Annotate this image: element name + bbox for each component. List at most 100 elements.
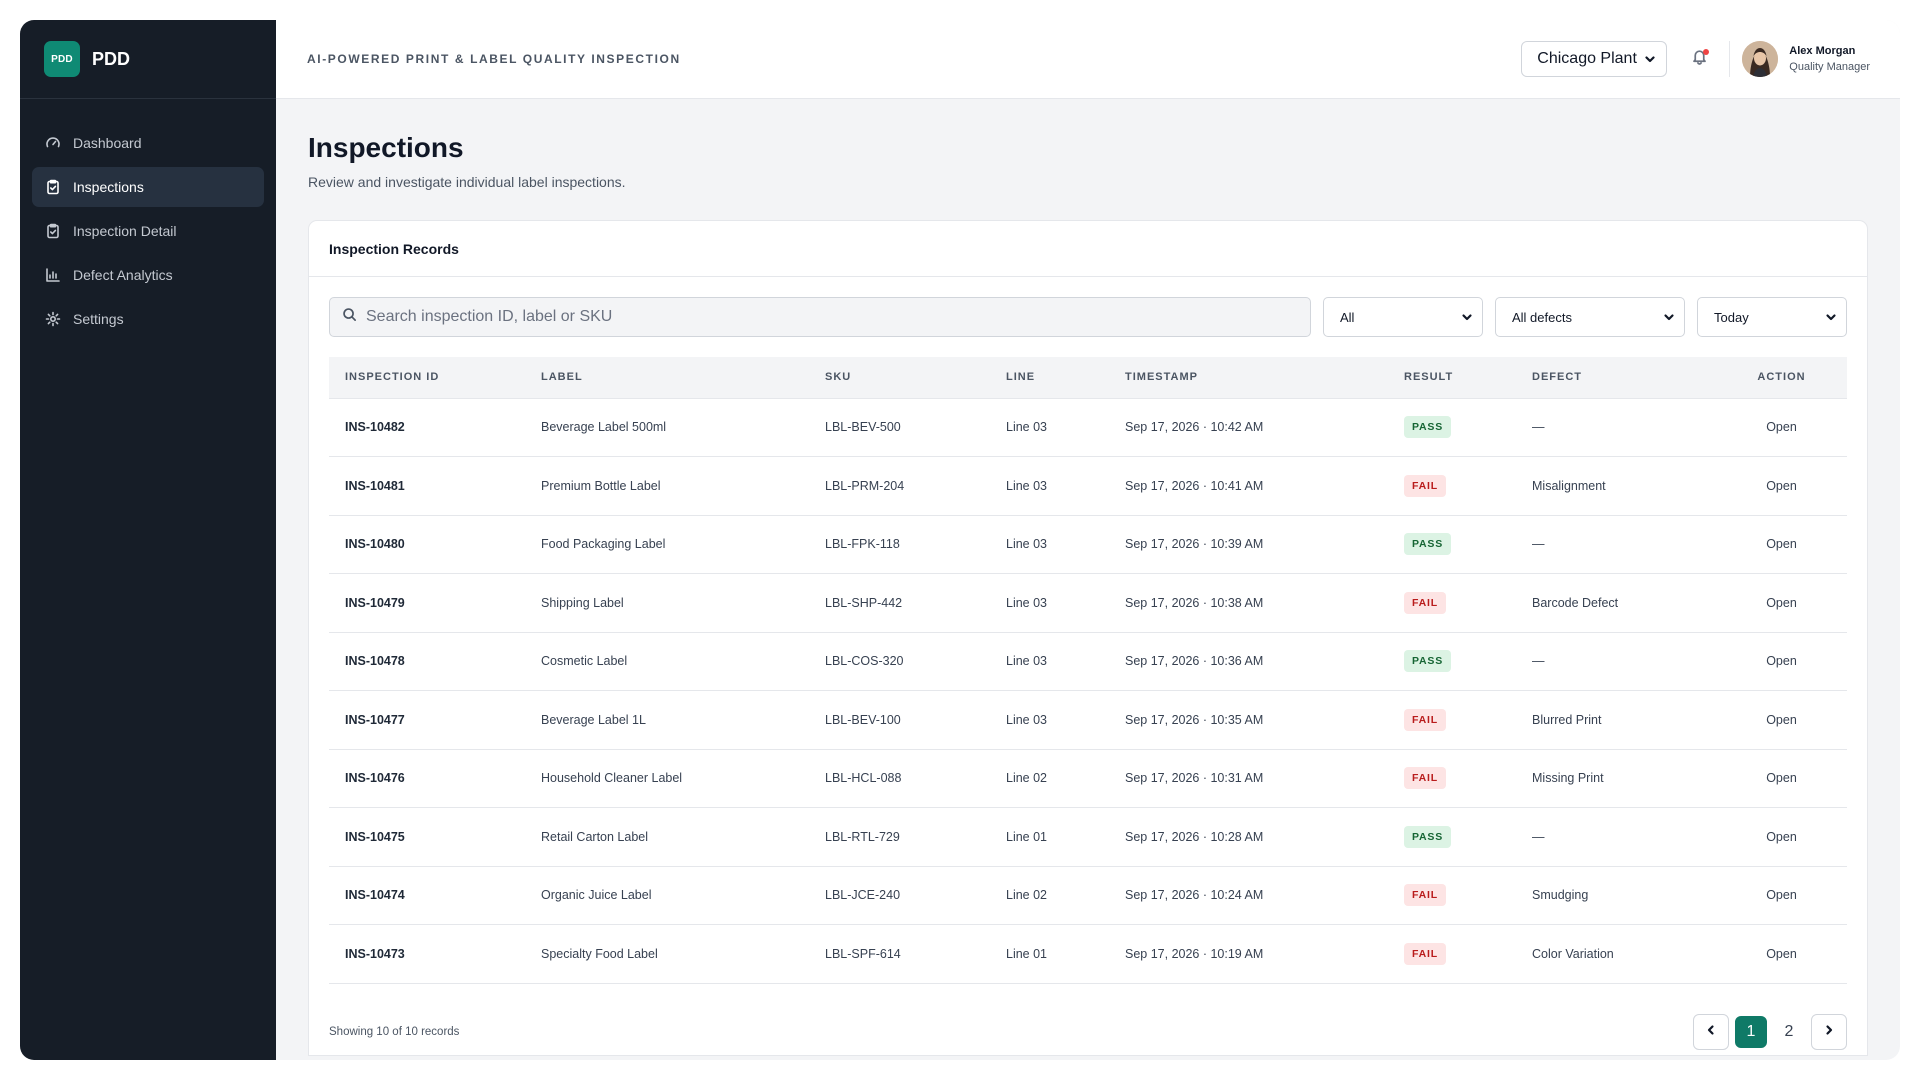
column-header[interactable]: LINE bbox=[990, 357, 1109, 399]
filters-bar: All All defects Today bbox=[309, 277, 1867, 337]
result-filter-select[interactable]: All bbox=[1323, 297, 1483, 337]
bell-icon bbox=[1691, 48, 1708, 70]
defect: — bbox=[1516, 632, 1700, 691]
timestamp: Sep 17, 2026 · 10:36 AM bbox=[1109, 632, 1388, 691]
user-role: Quality Manager bbox=[1789, 61, 1870, 73]
user-info[interactable]: Alex Morgan Quality Manager bbox=[1789, 43, 1870, 75]
column-header: ACTION bbox=[1700, 357, 1847, 399]
label-name: Premium Bottle Label bbox=[525, 456, 809, 516]
open-button[interactable]: Open bbox=[1766, 771, 1797, 786]
open-button[interactable]: Open bbox=[1766, 654, 1797, 669]
brand-logo: PDD bbox=[44, 41, 80, 77]
chevron-down-icon bbox=[1644, 53, 1656, 65]
defect-filter-select[interactable]: All defects bbox=[1495, 297, 1685, 337]
search-box[interactable] bbox=[329, 297, 1311, 337]
table-row[interactable]: INS-10474 Organic Juice Label LBL-JCE-24… bbox=[329, 866, 1847, 925]
label-name: Beverage Label 1L bbox=[525, 690, 809, 750]
sidebar-item-dashboard[interactable]: Dashboard bbox=[32, 123, 264, 163]
open-button[interactable]: Open bbox=[1766, 595, 1797, 610]
page-1-button[interactable]: 1 bbox=[1735, 1015, 1767, 1048]
gear-icon bbox=[44, 310, 62, 328]
inspection-id: INS-10482 bbox=[329, 398, 525, 457]
table-row[interactable]: INS-10473 Specialty Food Label LBL-SPF-6… bbox=[329, 924, 1847, 984]
next-page-button[interactable] bbox=[1811, 1013, 1847, 1050]
table-row[interactable]: INS-10481 Premium Bottle Label LBL-PRM-2… bbox=[329, 456, 1847, 516]
defect-filter-value: All defects bbox=[1512, 309, 1572, 325]
column-header[interactable]: LABEL bbox=[525, 357, 809, 399]
open-button[interactable]: Open bbox=[1766, 712, 1797, 727]
label-name: Cosmetic Label bbox=[525, 632, 809, 691]
defect: — bbox=[1516, 807, 1700, 867]
chevron-down-icon bbox=[1461, 311, 1473, 323]
result-filter-value: All bbox=[1340, 309, 1355, 325]
sku: LBL-COS-320 bbox=[809, 632, 990, 691]
result-cell: PASS bbox=[1388, 398, 1516, 457]
open-button[interactable]: Open bbox=[1766, 829, 1797, 844]
status-badge: FAIL bbox=[1404, 884, 1446, 907]
open-button[interactable]: Open bbox=[1766, 420, 1797, 435]
column-header[interactable]: DEFECT bbox=[1516, 357, 1700, 399]
clipboard-check-icon bbox=[44, 178, 62, 196]
status-badge: FAIL bbox=[1404, 591, 1446, 614]
timestamp: Sep 17, 2026 · 10:35 AM bbox=[1109, 690, 1388, 750]
defect: Blurred Print bbox=[1516, 690, 1700, 750]
sidebar-item-label: Dashboard bbox=[73, 135, 142, 151]
label-name: Organic Juice Label bbox=[525, 866, 809, 925]
search-icon bbox=[342, 307, 357, 327]
prev-page-button[interactable] bbox=[1693, 1013, 1729, 1050]
line: Line 03 bbox=[990, 456, 1109, 516]
action-cell: Open bbox=[1700, 807, 1847, 867]
inspection-id: INS-10475 bbox=[329, 807, 525, 867]
timestamp: Sep 17, 2026 · 10:41 AM bbox=[1109, 456, 1388, 516]
open-button[interactable]: Open bbox=[1766, 478, 1797, 493]
plant-select[interactable]: Chicago Plant bbox=[1521, 41, 1668, 77]
open-button[interactable]: Open bbox=[1766, 946, 1797, 961]
action-cell: Open bbox=[1700, 398, 1847, 457]
result-cell: PASS bbox=[1388, 515, 1516, 574]
open-button[interactable]: Open bbox=[1766, 888, 1797, 903]
open-button[interactable]: Open bbox=[1766, 537, 1797, 552]
table-row[interactable]: INS-10478 Cosmetic Label LBL-COS-320 Lin… bbox=[329, 632, 1847, 691]
date-filter-select[interactable]: Today bbox=[1697, 297, 1847, 337]
table-row[interactable]: INS-10482 Beverage Label 500ml LBL-BEV-5… bbox=[329, 398, 1847, 457]
timestamp: Sep 17, 2026 · 10:42 AM bbox=[1109, 398, 1388, 457]
sidebar-item-settings[interactable]: Settings bbox=[32, 299, 264, 339]
sidebar-item-inspection-detail[interactable]: Inspection Detail bbox=[32, 211, 264, 251]
records-count: Showing 10 of 10 records bbox=[329, 1025, 460, 1038]
result-cell: FAIL bbox=[1388, 866, 1516, 925]
sku: LBL-SHP-442 bbox=[809, 573, 990, 633]
inspection-id: INS-10477 bbox=[329, 690, 525, 750]
table-row[interactable]: INS-10475 Retail Carton Label LBL-RTL-72… bbox=[329, 807, 1847, 867]
sidebar-item-defect-analytics[interactable]: Defect Analytics bbox=[32, 255, 264, 295]
action-cell: Open bbox=[1700, 456, 1847, 516]
column-header[interactable]: RESULT bbox=[1388, 357, 1516, 399]
timestamp: Sep 17, 2026 · 10:28 AM bbox=[1109, 807, 1388, 867]
label-name: Household Cleaner Label bbox=[525, 749, 809, 808]
status-badge: FAIL bbox=[1404, 708, 1446, 731]
defect: Misalignment bbox=[1516, 456, 1700, 516]
app-tagline: AI-POWERED PRINT & LABEL QUALITY INSPECT… bbox=[307, 52, 681, 66]
column-header[interactable]: INSPECTION ID bbox=[329, 357, 525, 399]
bar-chart-icon bbox=[44, 266, 62, 284]
sku: LBL-SPF-614 bbox=[809, 924, 990, 984]
result-cell: FAIL bbox=[1388, 749, 1516, 808]
table-row[interactable]: INS-10479 Shipping Label LBL-SHP-442 Lin… bbox=[329, 573, 1847, 633]
line: Line 03 bbox=[990, 632, 1109, 691]
page-2-button[interactable]: 2 bbox=[1784, 1022, 1794, 1040]
defect: Smudging bbox=[1516, 866, 1700, 925]
sidebar-item-inspections[interactable]: Inspections bbox=[32, 167, 264, 207]
avatar[interactable] bbox=[1742, 41, 1779, 77]
notifications-button[interactable] bbox=[1687, 47, 1711, 71]
chevron-down-icon bbox=[1825, 311, 1837, 323]
column-header[interactable]: SKU bbox=[809, 357, 990, 399]
brand[interactable]: PDD PDD bbox=[20, 20, 276, 99]
status-badge: FAIL bbox=[1404, 942, 1446, 965]
table-row[interactable]: INS-10480 Food Packaging Label LBL-FPK-1… bbox=[329, 515, 1847, 574]
label-name: Beverage Label 500ml bbox=[525, 398, 809, 457]
column-header[interactable]: TIMESTAMP bbox=[1109, 357, 1388, 399]
table-row[interactable]: INS-10476 Household Cleaner Label LBL-HC… bbox=[329, 749, 1847, 808]
table-row[interactable]: INS-10477 Beverage Label 1L LBL-BEV-100 … bbox=[329, 690, 1847, 750]
line: Line 01 bbox=[990, 807, 1109, 867]
search-input[interactable] bbox=[366, 308, 1266, 326]
inspection-records-table: INSPECTION ID LABEL SKU LINE TIMESTAMP R… bbox=[329, 357, 1847, 984]
